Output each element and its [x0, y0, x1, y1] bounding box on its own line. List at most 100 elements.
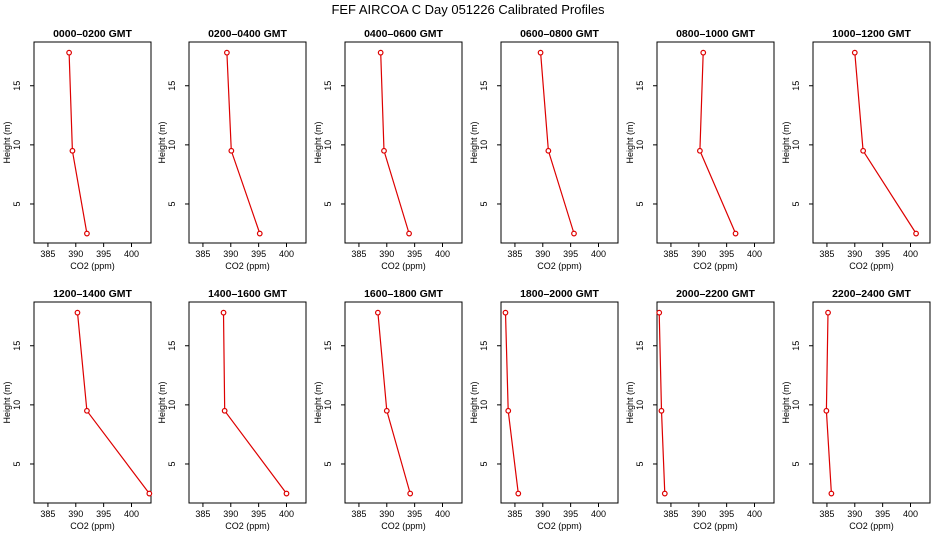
data-point — [228, 147, 235, 154]
y-tick-label: 5 — [167, 461, 177, 466]
y-tick-label: 10 — [323, 140, 333, 150]
data-point — [505, 407, 512, 414]
plot-frame — [812, 41, 931, 244]
y-axis-label: Height (m) — [2, 381, 12, 423]
y-tick-label: 5 — [635, 201, 645, 206]
data-point — [66, 49, 72, 56]
y-tick-label: 15 — [479, 81, 489, 91]
data-point — [913, 230, 919, 237]
data-point — [658, 407, 665, 414]
y-tick-label: 5 — [167, 201, 177, 206]
plot-frame — [656, 41, 775, 244]
data-point — [406, 230, 412, 237]
profile-line — [540, 52, 575, 234]
y-tick-label: 10 — [791, 400, 801, 410]
x-axis-label: CO2 (ppm) — [537, 521, 582, 531]
x-tick-label: 395 — [407, 509, 422, 519]
y-tick-label: 15 — [791, 341, 801, 351]
panel-12: 2200–2400 GMT 385 390 395 400 CO2 (ppm) 5 10 15 H… — [781, 288, 931, 531]
x-tick-label: 400 — [591, 249, 606, 259]
x-tick-label: 400 — [591, 509, 606, 519]
x-tick-label: 385 — [663, 249, 678, 259]
y-axis-label: Height (m) — [469, 121, 479, 163]
x-tick-label: 390 — [535, 509, 550, 519]
profile-line — [825, 312, 832, 494]
data-point — [697, 147, 703, 154]
x-tick-label: 385 — [507, 509, 522, 519]
y-tick-label: 15 — [635, 341, 645, 351]
x-tick-label: 395 — [875, 509, 890, 519]
data-point — [374, 309, 381, 316]
profile-line — [380, 52, 410, 234]
x-tick-label: 395 — [563, 249, 578, 259]
data-point — [545, 147, 552, 154]
y-tick-label: 10 — [635, 400, 645, 410]
x-tick-label: 390 — [68, 249, 83, 259]
x-tick-label: 395 — [251, 249, 266, 259]
data-point — [220, 309, 227, 316]
data-point — [84, 230, 90, 237]
y-tick-label: 5 — [12, 461, 22, 466]
panel-10: 1800–2000 GMT 385 390 395 400 CO2 (ppm) 5 10 15 H… — [469, 288, 619, 531]
data-point — [700, 49, 707, 56]
data-point — [256, 230, 263, 237]
y-tick-label: 15 — [323, 81, 333, 91]
y-tick-label: 15 — [479, 341, 489, 351]
x-tick-label: 400 — [903, 509, 918, 519]
x-tick-label: 385 — [195, 249, 210, 259]
x-tick-label: 390 — [68, 509, 83, 519]
y-tick-label: 5 — [323, 461, 333, 466]
data-point — [661, 490, 668, 497]
y-tick-label: 10 — [12, 140, 22, 150]
data-point — [502, 309, 509, 316]
y-tick-label: 15 — [167, 81, 177, 91]
y-tick-label: 10 — [167, 400, 177, 410]
x-axis-label: CO2 (ppm) — [381, 521, 426, 531]
panel-title: 2200–2400 GMT — [832, 288, 911, 300]
y-axis-label: Height (m) — [625, 381, 635, 423]
x-axis-label: CO2 (ppm) — [70, 521, 115, 531]
profile-line — [504, 312, 519, 494]
y-tick-label: 10 — [12, 400, 22, 410]
x-tick-label: 395 — [719, 249, 734, 259]
y-tick-label: 15 — [791, 81, 801, 91]
x-tick-label: 400 — [124, 509, 139, 519]
x-tick-label: 400 — [435, 509, 450, 519]
profile-line — [658, 312, 666, 494]
x-axis-label: CO2 (ppm) — [849, 261, 894, 271]
y-tick-label: 10 — [635, 140, 645, 150]
plot-frame — [188, 41, 307, 244]
x-tick-label: 395 — [251, 509, 266, 519]
plot-frame — [188, 301, 307, 504]
x-tick-label: 385 — [351, 509, 366, 519]
data-point — [515, 490, 522, 497]
plot-frame — [656, 301, 775, 504]
y-tick-label: 5 — [479, 201, 489, 206]
y-tick-label: 15 — [12, 341, 22, 351]
x-tick-label: 390 — [847, 509, 862, 519]
y-tick-label: 10 — [323, 400, 333, 410]
x-axis-label: CO2 (ppm) — [693, 261, 738, 271]
data-point — [383, 407, 390, 414]
y-tick-label: 5 — [479, 461, 489, 466]
y-axis-label: Height (m) — [625, 121, 635, 163]
panel-title: 0600–0800 GMT — [520, 28, 599, 40]
x-tick-label: 385 — [663, 509, 678, 519]
plot-frame — [344, 41, 463, 244]
panel-title: 0800–1000 GMT — [676, 28, 755, 40]
data-point — [377, 49, 384, 56]
x-tick-label: 385 — [351, 249, 366, 259]
panel-6: 1000–1200 GMT 385 390 395 400 CO2 (ppm) 5 10 15 H… — [781, 28, 931, 271]
x-tick-label: 385 — [40, 249, 55, 259]
y-axis-label: Height (m) — [2, 121, 12, 163]
plot-frame — [344, 301, 463, 504]
y-axis-label: Height (m) — [781, 381, 791, 423]
x-tick-label: 390 — [847, 249, 862, 259]
data-point — [825, 309, 831, 316]
y-axis-label: Height (m) — [157, 121, 167, 163]
profile-line — [76, 312, 150, 494]
data-point — [860, 147, 867, 154]
panel-11: 2000–2200 GMT 385 390 395 400 CO2 (ppm) 5 10 15 H… — [625, 288, 775, 531]
x-tick-label: 400 — [747, 509, 762, 519]
y-axis-label: Height (m) — [469, 381, 479, 423]
